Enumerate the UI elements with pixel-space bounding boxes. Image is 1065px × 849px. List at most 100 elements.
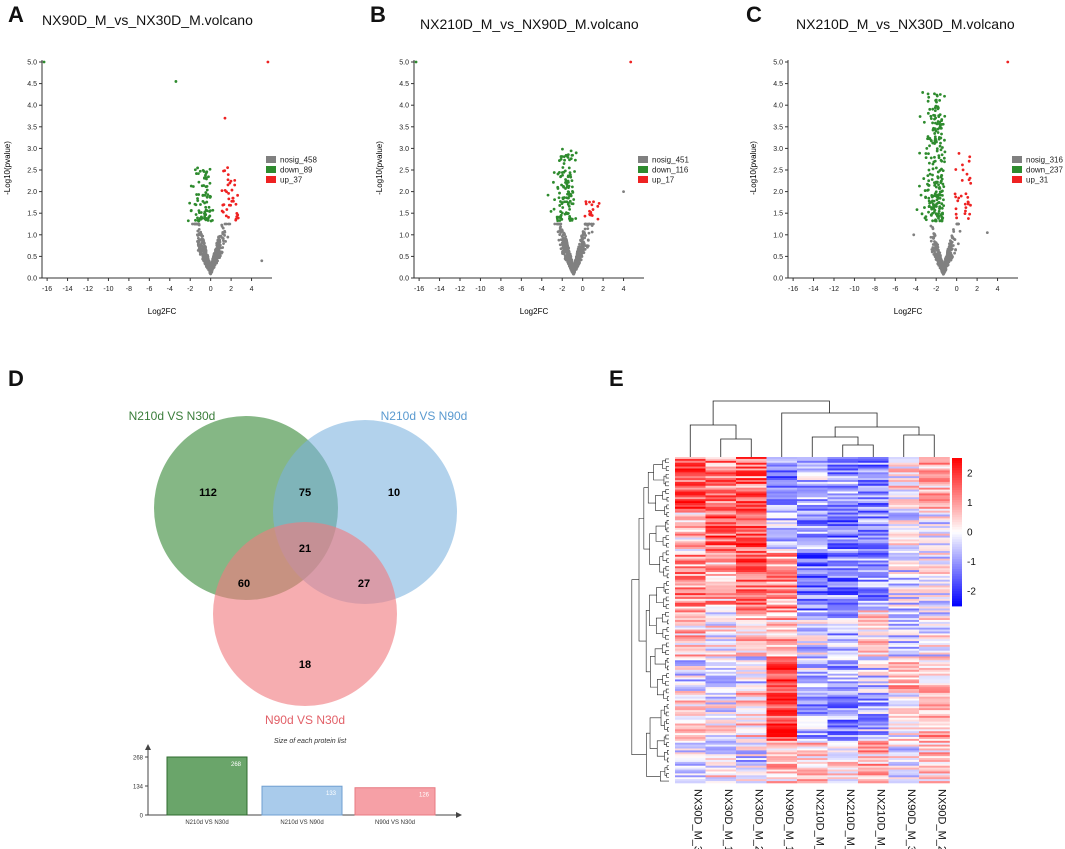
heatmap-cell bbox=[736, 662, 767, 665]
heatmap-cell bbox=[797, 740, 828, 744]
point-down bbox=[191, 185, 195, 188]
y-tick-label: 3.5 bbox=[773, 124, 783, 131]
heatmap-cell bbox=[766, 598, 798, 602]
heatmap-cell bbox=[858, 610, 889, 613]
heatmap-cell bbox=[797, 602, 828, 605]
heatmap-cell bbox=[888, 752, 920, 755]
heatmap-cell bbox=[766, 604, 798, 607]
heatmap-cell bbox=[919, 660, 950, 663]
heatmap-cell bbox=[919, 641, 950, 644]
point-nosig bbox=[586, 227, 590, 231]
point-down bbox=[926, 174, 930, 177]
heatmap-cell bbox=[705, 633, 737, 636]
heatmap-cell bbox=[736, 643, 767, 646]
heatmap-cell bbox=[736, 675, 767, 678]
heatmap-cell bbox=[919, 485, 950, 488]
heatmap-cell bbox=[766, 620, 798, 623]
legend-swatch-down bbox=[266, 166, 276, 173]
venn-label-c: N90d VS N30d bbox=[265, 713, 345, 727]
point-down bbox=[933, 155, 936, 159]
heatmap-cell bbox=[858, 466, 889, 469]
point-down bbox=[205, 195, 209, 199]
point-down bbox=[565, 212, 568, 216]
heatmap-cell bbox=[766, 595, 798, 598]
heatmap-cell bbox=[797, 556, 828, 559]
heatmap-cell bbox=[797, 687, 828, 690]
heatmap-cell bbox=[766, 593, 798, 596]
point-up bbox=[596, 204, 600, 208]
heatmap-cell bbox=[736, 457, 767, 460]
heatmap-cell bbox=[858, 535, 889, 538]
heatmap-cell bbox=[827, 512, 859, 515]
heatmap-cell bbox=[827, 679, 859, 682]
heatmap-cell bbox=[827, 573, 859, 577]
row-dendrogram-link bbox=[662, 675, 667, 684]
heatmap-cell bbox=[797, 462, 828, 465]
heatmap-cell bbox=[797, 491, 828, 494]
heatmap-cell bbox=[827, 549, 859, 552]
venn-region-abc: 21 bbox=[299, 543, 311, 555]
point-nosig bbox=[943, 270, 947, 273]
heatmap-cell bbox=[888, 667, 920, 671]
heatmap-cell bbox=[675, 570, 706, 573]
heatmap-cell bbox=[675, 483, 706, 487]
heatmap-cell bbox=[705, 719, 737, 722]
venn-diagram: N210d VS N30d N210d VS N90d N90d VS N30d… bbox=[129, 409, 468, 727]
point-up bbox=[959, 194, 963, 198]
heatmap-cell bbox=[766, 763, 798, 767]
heatmap-cell bbox=[858, 564, 889, 567]
heatmap-cell bbox=[797, 635, 828, 638]
heatmap-cell bbox=[797, 608, 828, 611]
x-tick-label: -4 bbox=[913, 286, 919, 293]
heatmap-cell bbox=[705, 541, 737, 544]
heatmap-cell bbox=[888, 725, 920, 728]
y-tick-label: 0.0 bbox=[27, 276, 37, 283]
heatmap-cell bbox=[888, 633, 920, 636]
row-dendrogram-link bbox=[665, 604, 669, 609]
heatmap-cell bbox=[736, 497, 767, 500]
heatmap-cell bbox=[675, 568, 706, 571]
point-down bbox=[931, 167, 935, 171]
point-down bbox=[573, 158, 577, 162]
heatmap-cell bbox=[888, 531, 920, 535]
heatmap-cell bbox=[858, 635, 889, 638]
heatmap-cell bbox=[888, 537, 920, 540]
heatmap-cell bbox=[705, 664, 737, 667]
point-down bbox=[933, 159, 937, 163]
heatmap-cell bbox=[797, 531, 828, 535]
heatmap-cell bbox=[858, 627, 889, 630]
point-nosig bbox=[224, 239, 227, 243]
heatmap-cell bbox=[797, 499, 828, 502]
point-nosig bbox=[196, 240, 199, 243]
heatmap-cell bbox=[919, 604, 950, 607]
heatmap-cell bbox=[858, 608, 889, 611]
heatmap-cell bbox=[919, 713, 950, 717]
point-down bbox=[937, 156, 941, 160]
heatmap-cell bbox=[675, 518, 706, 521]
point-down bbox=[567, 186, 570, 190]
heatmap-cell bbox=[919, 756, 950, 759]
heatmap-cell bbox=[888, 620, 920, 623]
point-down bbox=[915, 208, 919, 212]
heatmap-column-label: NX210D_M_2 bbox=[874, 789, 886, 849]
heatmap-cell bbox=[919, 723, 950, 726]
point-down bbox=[933, 109, 937, 113]
heatmap-cell bbox=[858, 639, 889, 642]
point-up bbox=[584, 200, 588, 204]
row-dendrogram-link bbox=[663, 567, 668, 577]
row-dendrogram-link bbox=[631, 579, 647, 756]
point-down bbox=[414, 60, 418, 64]
point-nosig bbox=[940, 266, 944, 270]
heatmap-cell bbox=[766, 729, 798, 732]
point-down bbox=[943, 150, 947, 154]
heatmap-cell bbox=[736, 460, 767, 464]
heatmap-cell bbox=[705, 604, 737, 607]
point-down bbox=[211, 219, 214, 222]
heatmap-cell bbox=[705, 458, 737, 462]
heatmap-cell bbox=[705, 744, 737, 747]
point-down bbox=[938, 144, 942, 148]
heatmap-cell bbox=[919, 535, 950, 538]
heatmap-cell bbox=[858, 468, 889, 471]
heatmap-cell bbox=[675, 474, 706, 477]
colorbar-step bbox=[952, 583, 962, 587]
